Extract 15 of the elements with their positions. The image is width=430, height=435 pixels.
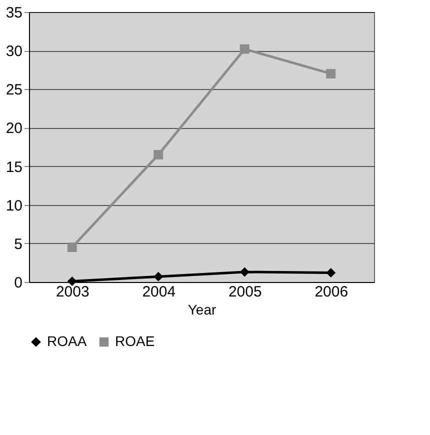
- y-tick-label: 30: [6, 43, 22, 60]
- y-tick-label: 35: [6, 4, 22, 22]
- y-tick-label: 5: [14, 236, 22, 253]
- x-tick-label: 2006: [314, 284, 348, 300]
- legend-label: ROAA: [47, 333, 88, 349]
- y-tick-label: 0: [14, 274, 22, 292]
- y-tick-label: 25: [6, 82, 22, 99]
- y-tick-label: 15: [6, 158, 22, 176]
- y-tick-label: 20: [6, 120, 22, 138]
- x-tick-label: 2003: [56, 284, 90, 300]
- legend-label: ROAE: [115, 333, 155, 349]
- y-tick-label: 10: [6, 197, 22, 214]
- x-tick-label: 2005: [228, 284, 262, 300]
- x-axis-title: Year: [188, 302, 216, 318]
- x-tick-label: 2004: [142, 284, 176, 300]
